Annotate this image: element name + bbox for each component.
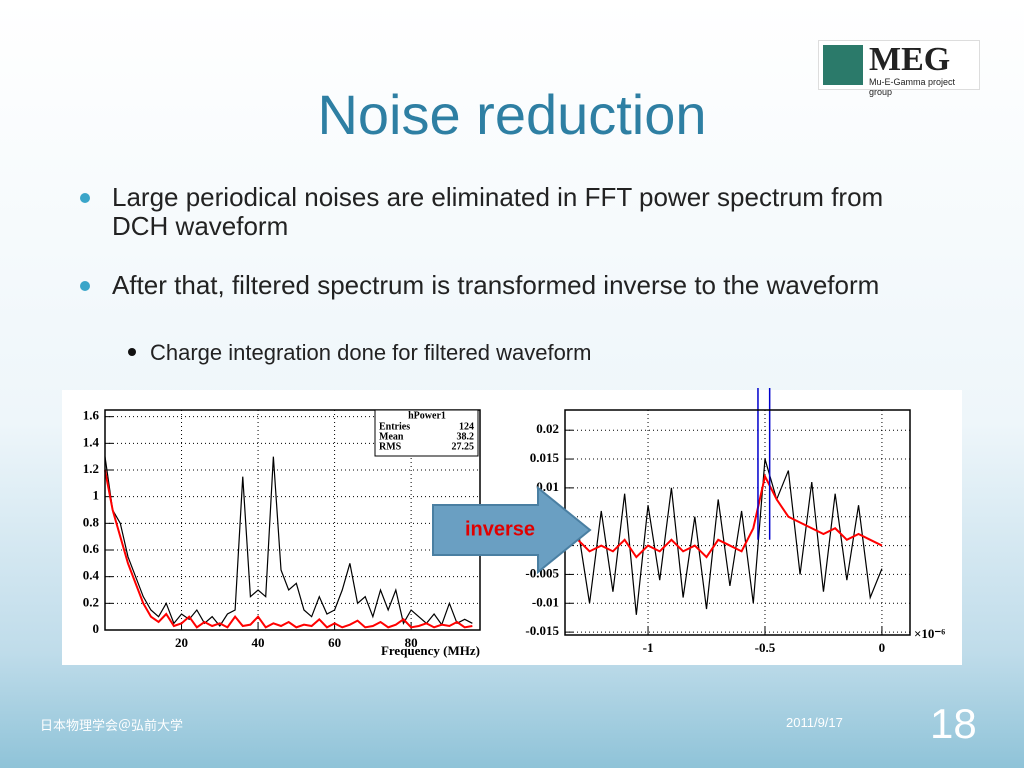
- sub-bullet: Charge integration done for filtered wav…: [150, 340, 592, 365]
- y-tick-label: 1: [93, 488, 100, 503]
- series-line: [104, 456, 473, 628]
- x-multiplier: ×10⁻⁶: [914, 626, 945, 641]
- x-tick-label: 80: [405, 635, 418, 650]
- y-tick-label: 0.02: [536, 421, 559, 436]
- logo-icon: [823, 45, 863, 85]
- logo-name: MEG: [869, 41, 951, 78]
- title: Noise reduction: [317, 83, 707, 146]
- bullet-dot: [80, 193, 90, 203]
- y-tick-label: 1.2: [83, 461, 99, 476]
- stats-frame: [374, 409, 479, 457]
- y-tick-label: -0.01: [532, 594, 559, 609]
- x-tick-label: 20: [175, 635, 188, 650]
- footer-left: 日本物理学会＠弘前大学: [40, 718, 184, 733]
- y-tick-label: 0.6: [83, 541, 100, 556]
- x-axis-label: Frequency (MHz): [381, 643, 480, 658]
- x-tick-label: -0.5: [755, 640, 776, 655]
- y-tick-label: -0.015: [525, 623, 559, 638]
- footer-date: 2011/9/17: [786, 715, 843, 730]
- y-tick-label: 0.8: [83, 514, 100, 529]
- x-tick-label: 60: [328, 635, 341, 650]
- y-tick-label: 1.6: [83, 408, 100, 423]
- series-line: [577, 458, 883, 615]
- arrow-label: inverse: [465, 518, 535, 540]
- bullet: After that, filtered spectrum is transfo…: [112, 270, 880, 300]
- series-line: [577, 473, 883, 559]
- stats-value: 38.2: [457, 431, 475, 442]
- arrow: inverse: [432, 485, 592, 575]
- y-tick-label: 0.015: [530, 450, 560, 465]
- x-tick-label: -1: [643, 640, 654, 655]
- stats-key: RMS: [379, 441, 402, 452]
- x-tick-label: 40: [252, 635, 265, 650]
- stats-value: 124: [459, 421, 474, 432]
- y-tick-label: 1.4: [83, 434, 100, 449]
- y-tick-label: -0.005: [525, 565, 559, 580]
- stats-key: Mean: [379, 431, 404, 442]
- stats-value: 27.25: [452, 441, 475, 452]
- bullet-dot: [128, 348, 136, 356]
- logo: MEG Mu-E-Gamma project group: [818, 40, 980, 97]
- y-tick-label: 0: [93, 621, 100, 636]
- bullet: Large periodical noises are eliminated i…: [112, 182, 884, 241]
- series-line: [104, 469, 473, 629]
- logo-subtitle: Mu-E-Gamma project group: [869, 77, 956, 97]
- plot-frame: [564, 409, 911, 636]
- stats-title: hPower1: [408, 410, 446, 421]
- y-tick-label: 0.2: [83, 594, 99, 609]
- bullet-dot: [80, 281, 90, 291]
- y-tick-label: 0.4: [83, 568, 100, 583]
- stats-key: Entries: [379, 421, 410, 432]
- page-number: 18: [930, 700, 977, 747]
- x-tick-label: 0: [879, 640, 886, 655]
